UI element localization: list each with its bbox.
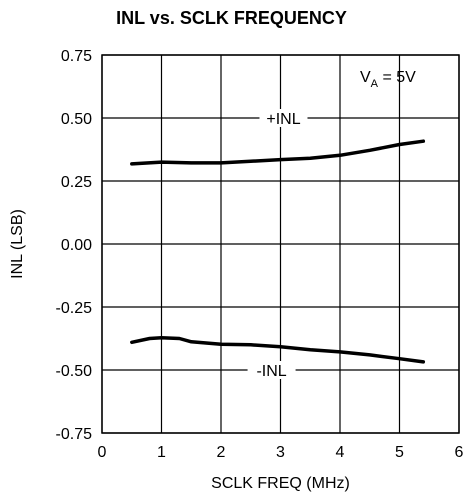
- x-axis-label: SCLK FREQ (MHz): [211, 475, 350, 492]
- series-label: +INL: [266, 111, 300, 128]
- y-tick-label: 0.00: [61, 237, 92, 254]
- y-axis-label: INL (LSB): [9, 209, 26, 279]
- series-label-bg: [247, 361, 296, 379]
- series-label-bg: [259, 109, 308, 127]
- x-tick-label: 1: [157, 444, 166, 461]
- series-line-positive-inl: [130, 139, 426, 166]
- x-tick-label: 6: [455, 444, 463, 461]
- y-tick-label: 0.25: [61, 174, 92, 191]
- x-tick-label: 0: [98, 444, 107, 461]
- x-tick-label: 5: [395, 444, 404, 461]
- plot-frame: [101, 54, 460, 434]
- x-tick-label: 3: [276, 444, 285, 461]
- series-line-negative-inl: [130, 335, 426, 364]
- x-tick-labels: 0 1 2 3 4 5 6: [98, 444, 463, 461]
- series-label: -INL: [256, 363, 286, 380]
- x-tick-label: 4: [336, 444, 345, 461]
- y-tick-labels: 0.75 0.50 0.25 0.00 -0.25 -0.50 -0.75: [56, 48, 93, 443]
- chart-title: INL vs. SCLK FREQUENCY: [116, 8, 347, 28]
- x-tick-label: 2: [217, 444, 226, 461]
- supply-voltage-annotation: VA = 5V: [360, 69, 416, 90]
- data-series: [130, 139, 426, 364]
- y-tick-label: 0.75: [61, 48, 92, 65]
- y-tick-label: -0.25: [56, 300, 93, 317]
- y-tick-label: -0.50: [56, 363, 93, 380]
- y-tick-label: 0.50: [61, 111, 92, 128]
- y-tick-label: -0.75: [56, 426, 93, 443]
- series-labels: +INL -INL: [247, 109, 308, 380]
